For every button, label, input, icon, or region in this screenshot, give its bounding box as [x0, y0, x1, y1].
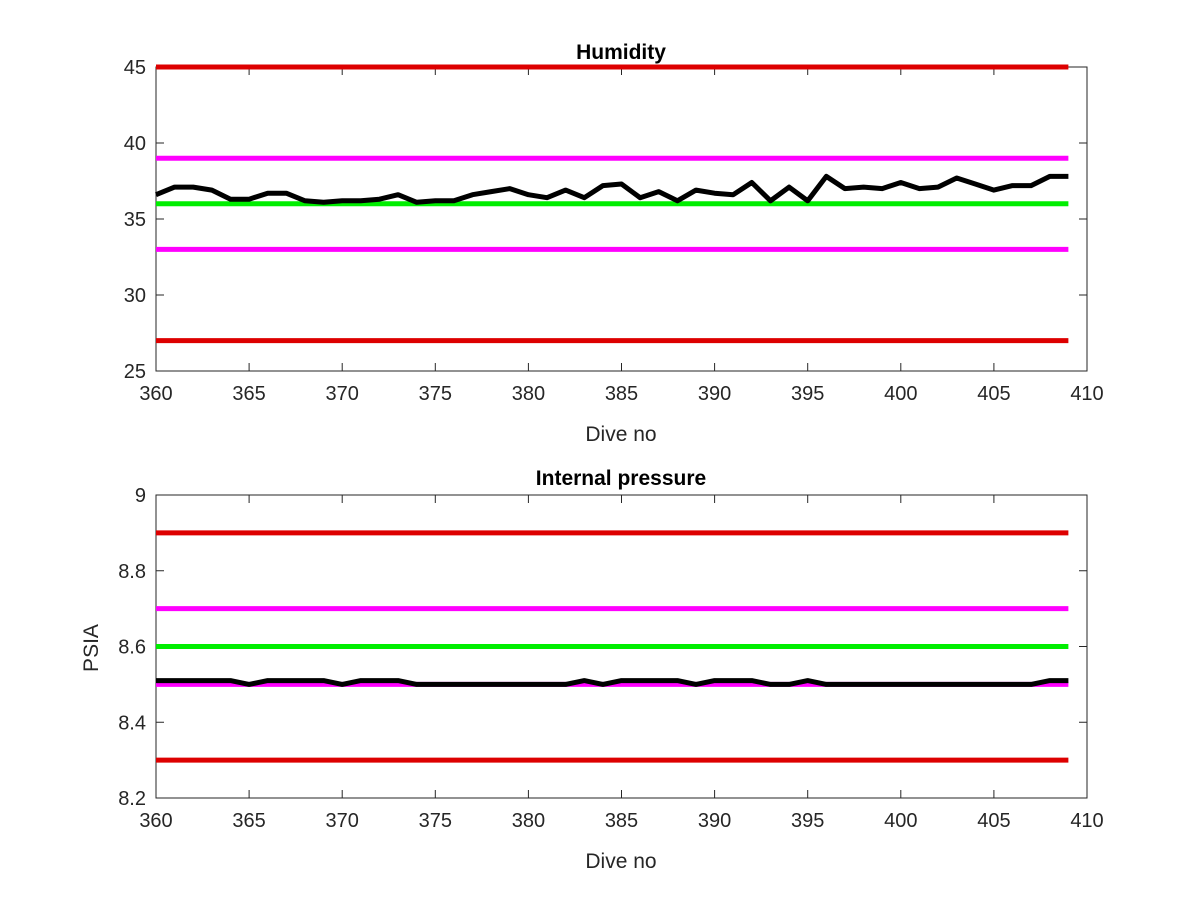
y-tick-label: 8.6 — [118, 637, 146, 659]
x-tick-label: 395 — [791, 810, 824, 832]
x-tick-label: 385 — [605, 810, 638, 832]
data-series-line — [156, 678, 1069, 687]
x-tick-label: 370 — [326, 810, 359, 832]
x-axis-label: Dive no — [585, 850, 656, 873]
internal-pressure-chart: Internal pressure Dive no PSIA 360 365 370… — [80, 467, 1104, 873]
x-tick-label: 385 — [605, 383, 638, 405]
humidity-chart: Humidity Dive no 360 365 370 375 380 385 390 39… — [124, 41, 1104, 446]
y-tick-label: 9 — [135, 485, 146, 507]
x-tick-label: 400 — [884, 810, 917, 832]
plot-area — [155, 66, 1088, 372]
y-tick-label: 35 — [124, 209, 146, 231]
x-tick-label: 360 — [139, 810, 172, 832]
x-tick-label: 375 — [419, 810, 452, 832]
y-tick-label: 25 — [124, 361, 146, 383]
x-tick-label: 390 — [698, 383, 731, 405]
x-tick-label: 410 — [1070, 810, 1103, 832]
y-tick-label: 8.2 — [118, 788, 146, 810]
chart-title: Humidity — [576, 41, 666, 64]
x-tick-label: 390 — [698, 810, 731, 832]
y-tick-label: 8.8 — [118, 561, 146, 583]
y-tick-label: 30 — [124, 285, 146, 307]
y-tick-label: 40 — [124, 133, 146, 155]
x-tick-label: 410 — [1070, 383, 1103, 405]
y-axis-label: PSIA — [80, 624, 103, 672]
x-tick-label: 380 — [512, 810, 545, 832]
x-tick-label: 400 — [884, 383, 917, 405]
y-tick-label: 8.4 — [118, 712, 146, 734]
data-series-line — [155, 173, 1069, 205]
x-tick-label: 375 — [419, 383, 452, 405]
x-tick-label: 380 — [512, 383, 545, 405]
y-tick-label: 45 — [124, 57, 146, 79]
x-tick-label: 365 — [232, 383, 265, 405]
x-axis-label: Dive no — [585, 423, 656, 446]
x-tick-label: 360 — [139, 383, 172, 405]
x-tick-label: 395 — [791, 383, 824, 405]
x-tick-label: 405 — [977, 810, 1010, 832]
x-tick-label: 370 — [326, 383, 359, 405]
chart-title: Internal pressure — [536, 467, 706, 490]
x-tick-label: 405 — [977, 383, 1010, 405]
x-tick-label: 365 — [232, 810, 265, 832]
